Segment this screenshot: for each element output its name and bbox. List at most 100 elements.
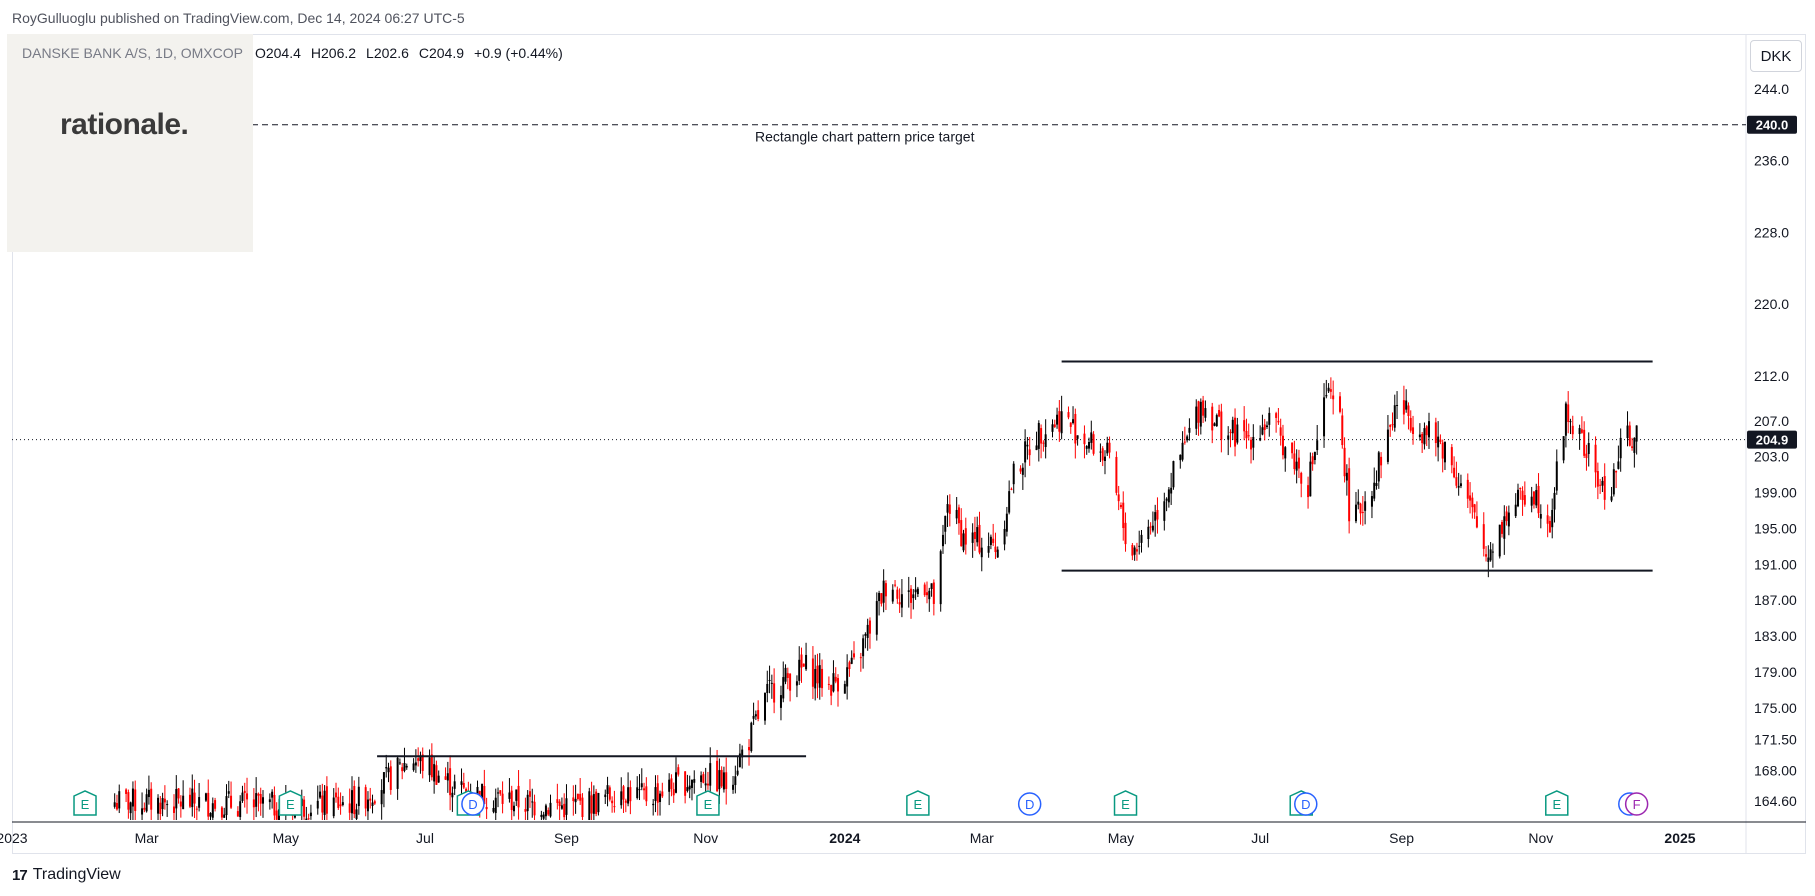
- candle-body: [581, 797, 584, 817]
- candle-body: [540, 814, 543, 817]
- candle-body: [1348, 468, 1351, 522]
- earnings-marker-icon[interactable]: [278, 790, 303, 816]
- candle-body: [460, 781, 463, 785]
- candle-body: [127, 792, 130, 810]
- candle-body: [1409, 417, 1412, 431]
- candle-body: [795, 681, 798, 686]
- candle-body: [1265, 425, 1268, 427]
- candle-body: [223, 814, 226, 818]
- candle-body: [1489, 549, 1492, 561]
- candle-body: [1329, 389, 1332, 392]
- candle-body: [757, 710, 760, 719]
- candle-body: [592, 794, 595, 814]
- y-tick-label: 187.00: [1754, 592, 1797, 608]
- candle-body: [1250, 439, 1253, 450]
- earnings-marker-icon[interactable]: [73, 790, 97, 816]
- earnings-marker-icon[interactable]: [906, 790, 930, 816]
- candle-body: [1012, 463, 1015, 485]
- candle-body: [1035, 445, 1038, 451]
- earnings-marker-icon[interactable]: [1113, 790, 1138, 816]
- candle-body: [398, 762, 401, 764]
- candle-body: [1551, 509, 1554, 528]
- candle-body: [531, 801, 534, 803]
- dividend-marker-icon[interactable]: [461, 792, 485, 816]
- candle-body: [595, 791, 598, 814]
- candle-body: [1213, 423, 1216, 426]
- event-marker-label: E: [1552, 797, 1561, 812]
- price-label-text: 240.0: [1756, 118, 1789, 133]
- high-value: H206.2: [310, 45, 357, 61]
- candle-body: [526, 794, 529, 812]
- candle-body: [622, 786, 625, 800]
- candle-body: [157, 797, 160, 814]
- candle-body: [994, 546, 997, 553]
- event-marker-label: D: [1301, 797, 1310, 812]
- candle-body: [1074, 413, 1077, 444]
- candle-body: [768, 679, 771, 681]
- candle-body: [214, 800, 217, 809]
- earnings-marker-icon[interactable]: [1545, 790, 1569, 816]
- tradingview-footer[interactable]: 17 TradingView: [12, 866, 121, 884]
- candle-body: [672, 789, 675, 796]
- candle-body: [754, 714, 757, 717]
- candle-body: [191, 788, 194, 808]
- candle-body: [1615, 470, 1618, 473]
- open-value: O204.4: [254, 45, 301, 61]
- candle-body: [645, 786, 648, 802]
- candle-body: [371, 802, 374, 806]
- candle-body: [1548, 520, 1551, 533]
- candle-body: [1571, 425, 1574, 435]
- candle-body: [816, 665, 819, 684]
- dividend-marker-icon[interactable]: [1294, 792, 1318, 816]
- candle-body: [465, 788, 468, 793]
- y-tick-label: 207.0: [1754, 413, 1789, 429]
- candle-body: [225, 796, 228, 816]
- candle-body: [1026, 444, 1029, 447]
- candle-body: [837, 678, 840, 692]
- candle-body: [706, 783, 709, 786]
- candle-body: [1149, 526, 1152, 528]
- candle-body: [188, 794, 191, 807]
- candle-body: [734, 776, 737, 786]
- candle-body: [944, 515, 947, 532]
- candle-body: [1619, 437, 1622, 459]
- candle-body: [1277, 420, 1280, 423]
- candle-body: [1459, 483, 1462, 487]
- candle-body: [305, 818, 308, 820]
- candle-body: [832, 673, 835, 692]
- candle-body: [481, 783, 484, 804]
- candle-body: [896, 589, 899, 599]
- event-marker-label: E: [286, 797, 295, 812]
- candle-body: [1364, 501, 1367, 511]
- candle-body: [405, 765, 408, 768]
- candle-body: [597, 792, 600, 813]
- candle-body: [549, 802, 552, 817]
- candle-body: [1234, 417, 1237, 447]
- candle-body: [195, 808, 198, 810]
- candle-body: [1156, 509, 1159, 520]
- candle-body: [1117, 494, 1120, 502]
- split-marker-icon[interactable]: [1624, 792, 1649, 816]
- candle-body: [1005, 513, 1008, 532]
- candle-body: [1204, 408, 1207, 418]
- currency-button[interactable]: DKK: [1750, 40, 1802, 72]
- candle-body: [898, 602, 901, 605]
- candle-body: [533, 801, 536, 816]
- symbol-label[interactable]: DANSKE BANK A/S, 1D, OMXCOP: [22, 45, 243, 61]
- candle-body: [1058, 411, 1061, 432]
- candle-body: [1455, 477, 1458, 486]
- candle-body: [1019, 468, 1022, 472]
- candle-body: [652, 803, 655, 806]
- candle-body: [1553, 492, 1556, 510]
- earnings-marker-icon[interactable]: [696, 790, 720, 816]
- tradingview-logo-icon: 17: [12, 866, 28, 884]
- candle-body: [946, 504, 949, 513]
- candle-body: [654, 787, 657, 801]
- candle-body: [1450, 447, 1453, 466]
- candle-body: [957, 507, 960, 524]
- dividend-marker-icon[interactable]: [1017, 792, 1042, 816]
- candle-body: [1562, 436, 1565, 461]
- candle-body: [1167, 489, 1170, 503]
- candle-body: [1601, 480, 1604, 486]
